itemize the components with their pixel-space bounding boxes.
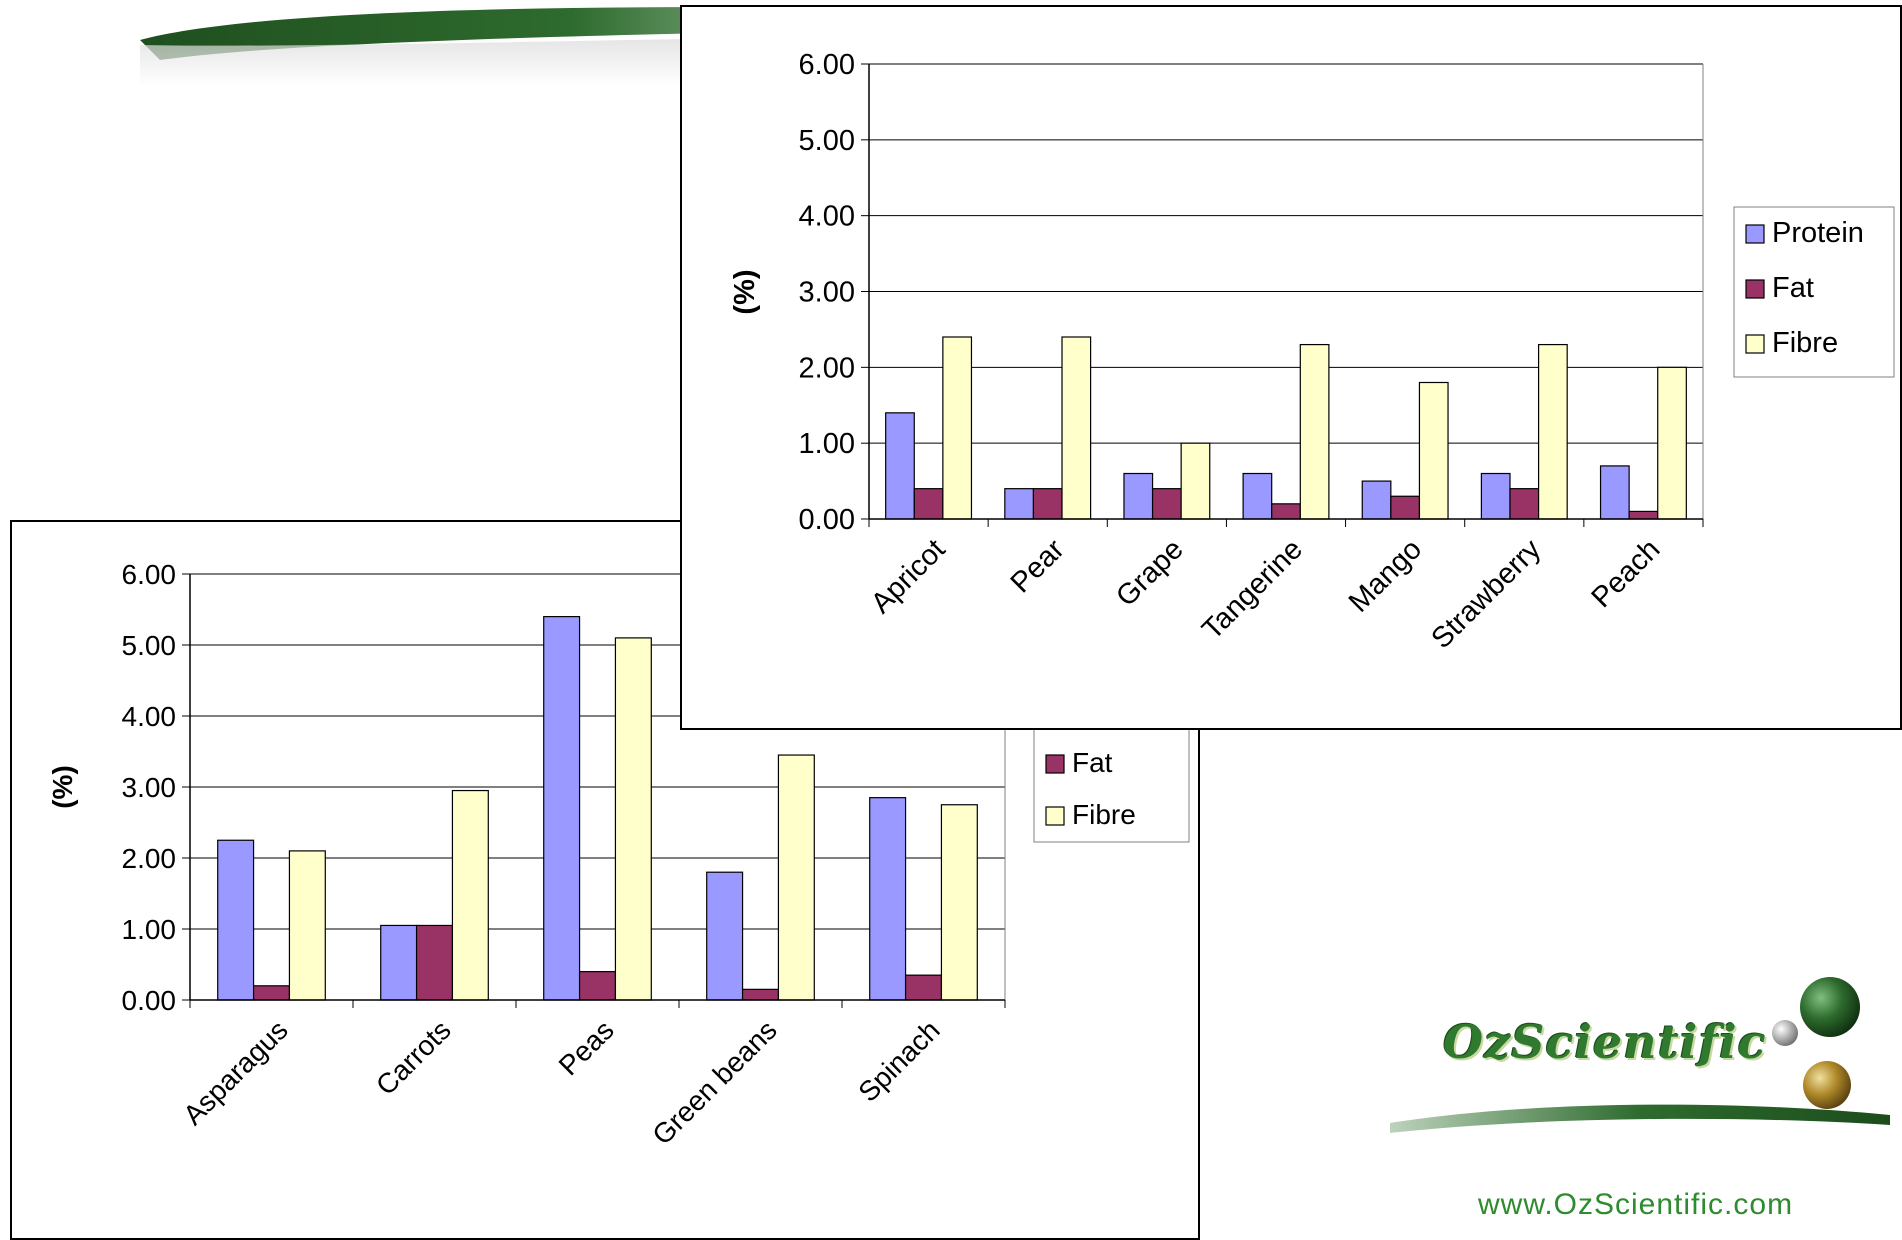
bar-spinach-protein — [869, 797, 907, 1001]
fruit-chart: 0.00 1.00 2.00 3.00 4.00 5.00 6.00 Apricot Pear G… — [729, 49, 1895, 655]
legend-swatch-fibre — [1045, 806, 1065, 826]
y-tick-label: 3.00 — [122, 772, 177, 803]
bar-tangerine-protein — [1242, 472, 1273, 520]
website-url: www.OzScientific.com — [1478, 1188, 1794, 1221]
y-tick-label: 1.00 — [799, 428, 855, 460]
bar-tangerine-fat — [1271, 503, 1301, 520]
fruit-chart-panel: 0.00 1.00 2.00 3.00 4.00 5.00 6.00 Apricot Pear G… — [680, 5, 1902, 730]
x-category-label-apricot: Apricot — [865, 533, 951, 619]
legend-swatch-fibre — [1745, 334, 1765, 354]
ozscientific-logo: OzScientific — [1385, 975, 1895, 1150]
bar-spinach-fat — [904, 974, 943, 1001]
bar-asparagus-protein — [217, 839, 255, 1001]
bar-pear-fibre — [1061, 336, 1092, 520]
bar-grape-fat — [1151, 488, 1182, 520]
bar-peach-fibre — [1657, 366, 1687, 520]
y-tick-label: 1.00 — [122, 914, 177, 945]
bar-carrots-protein — [380, 924, 418, 1001]
bar-apricot-fat — [913, 488, 944, 520]
bar-green-beans-fat — [741, 988, 780, 1001]
y-tick-label: 0.00 — [122, 985, 177, 1016]
legend-label-protein: Protein — [1772, 217, 1864, 249]
logo-wordmark: OzScientific — [1443, 1015, 1767, 1069]
bar-peas-fibre — [614, 637, 652, 1001]
y-tick-label: 5.00 — [122, 630, 177, 661]
bar-asparagus-fat — [252, 985, 291, 1001]
bar-strawberry-fibre — [1537, 343, 1568, 520]
x-category-label-tangerine: Tangerine — [1196, 533, 1309, 646]
x-category-label-peas: Peas — [553, 1014, 620, 1081]
y-tick-label: 5.00 — [799, 125, 855, 157]
bar-carrots-fibre — [451, 789, 489, 1001]
legend-label-fibre: Fibre — [1072, 799, 1136, 830]
bar-grape-protein — [1123, 472, 1154, 520]
y-axis-label: (%) — [729, 269, 761, 314]
y-tick-label: 4.00 — [122, 701, 177, 732]
bar-carrots-fat — [415, 924, 454, 1001]
bar-peas-protein — [543, 615, 581, 1001]
legend-label-fibre: Fibre — [1772, 327, 1838, 359]
bar-mango-protein — [1361, 480, 1392, 520]
x-category-label-green-beans: Green beans — [646, 1014, 782, 1150]
bar-strawberry-protein — [1480, 472, 1511, 520]
x-category-label-grape: Grape — [1110, 533, 1190, 613]
bar-peach-protein — [1599, 465, 1630, 520]
bar-pear-protein — [1004, 488, 1035, 520]
bar-green-beans-protein — [706, 871, 744, 1001]
bar-spinach-fibre — [940, 804, 978, 1001]
bar-grape-fibre — [1180, 442, 1211, 520]
bar-mango-fat — [1390, 495, 1421, 520]
legend-swatch-fat — [1745, 279, 1765, 299]
bar-tangerine-fibre — [1299, 343, 1330, 520]
bar-apricot-protein — [885, 412, 915, 520]
bar-asparagus-fibre — [288, 850, 326, 1001]
bar-peas-fat — [578, 971, 617, 1001]
legend-label-fat: Fat — [1772, 272, 1814, 304]
legend-label-fat: Fat — [1072, 747, 1113, 778]
x-category-label-asparagus: Asparagus — [177, 1014, 294, 1131]
bar-strawberry-fat — [1509, 488, 1540, 520]
legend-swatch-protein — [1745, 224, 1765, 244]
bar-apricot-fibre — [942, 336, 973, 520]
legend-swatch-fat — [1045, 754, 1065, 774]
y-tick-label: 2.00 — [799, 352, 855, 384]
x-category-label-pear: Pear — [1005, 533, 1071, 599]
bar-mango-fibre — [1418, 381, 1449, 520]
bar-pear-fat — [1032, 488, 1063, 520]
y-axis-label: (%) — [47, 765, 78, 809]
x-category-label-strawberry: Strawberry — [1425, 533, 1547, 655]
y-tick-label: 0.00 — [799, 504, 855, 536]
x-category-label-peach: Peach — [1586, 533, 1667, 614]
y-tick-label: 6.00 — [799, 49, 855, 81]
bar-peach-fat — [1628, 510, 1659, 520]
y-tick-label: 6.00 — [122, 559, 177, 590]
y-tick-label: 3.00 — [799, 277, 855, 309]
y-tick-label: 2.00 — [122, 843, 177, 874]
x-category-label-spinach: Spinach — [852, 1014, 945, 1107]
bar-green-beans-fibre — [777, 754, 815, 1001]
y-tick-label: 4.00 — [799, 201, 855, 233]
x-category-label-mango: Mango — [1343, 533, 1428, 618]
x-category-label-carrots: Carrots — [370, 1014, 457, 1101]
